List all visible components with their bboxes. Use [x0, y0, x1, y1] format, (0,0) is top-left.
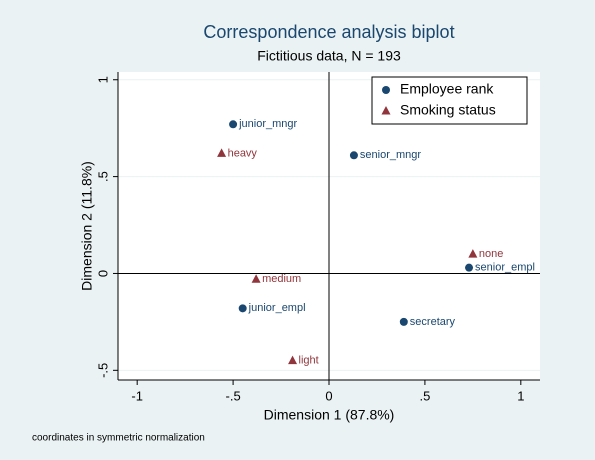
x-tick-label: .5 — [419, 388, 430, 403]
y-tick-label: .5 — [95, 171, 110, 182]
point — [465, 263, 474, 272]
point-label: medium — [262, 273, 301, 285]
x-axis-title: Dimension 1 (87.8%) — [264, 407, 395, 423]
note: coordinates in symmetric normalization — [32, 433, 205, 444]
point — [468, 249, 478, 258]
point-label: none — [479, 248, 503, 260]
legend-marker — [381, 106, 391, 115]
point-label: senior_mngr — [360, 149, 421, 161]
y-tick-label: 0 — [95, 270, 110, 277]
point — [238, 304, 247, 313]
x-tick-label: 0 — [325, 388, 332, 403]
point-label: heavy — [228, 147, 258, 159]
y-axis-title: Dimension 2 (11.8%) — [79, 161, 95, 291]
legend-marker — [382, 86, 390, 94]
y-tick-label: -.5 — [95, 363, 110, 378]
point-label: junior_mngr — [238, 118, 297, 130]
point — [349, 151, 358, 160]
legend-box — [371, 76, 528, 125]
chart-subtitle: Fictitious data, N = 193 — [257, 48, 401, 64]
point — [229, 120, 238, 129]
point-label: junior_empl — [248, 302, 306, 314]
point — [288, 355, 298, 365]
legend-label: Employee rank — [400, 81, 494, 97]
point — [217, 148, 227, 157]
point-label: light — [299, 355, 319, 367]
y-tick-label: 1 — [95, 76, 110, 83]
x-tick-label: -1 — [131, 388, 143, 403]
chart-title: Correspondence analysis biplot — [203, 22, 454, 42]
point — [251, 274, 261, 283]
point-label: secretary — [410, 316, 456, 328]
legend-label: Smoking status — [400, 102, 496, 118]
point-label: senior_empl — [475, 262, 535, 274]
x-tick-label: 1 — [517, 388, 524, 403]
x-tick-label: -.5 — [226, 388, 241, 403]
point — [399, 317, 408, 326]
